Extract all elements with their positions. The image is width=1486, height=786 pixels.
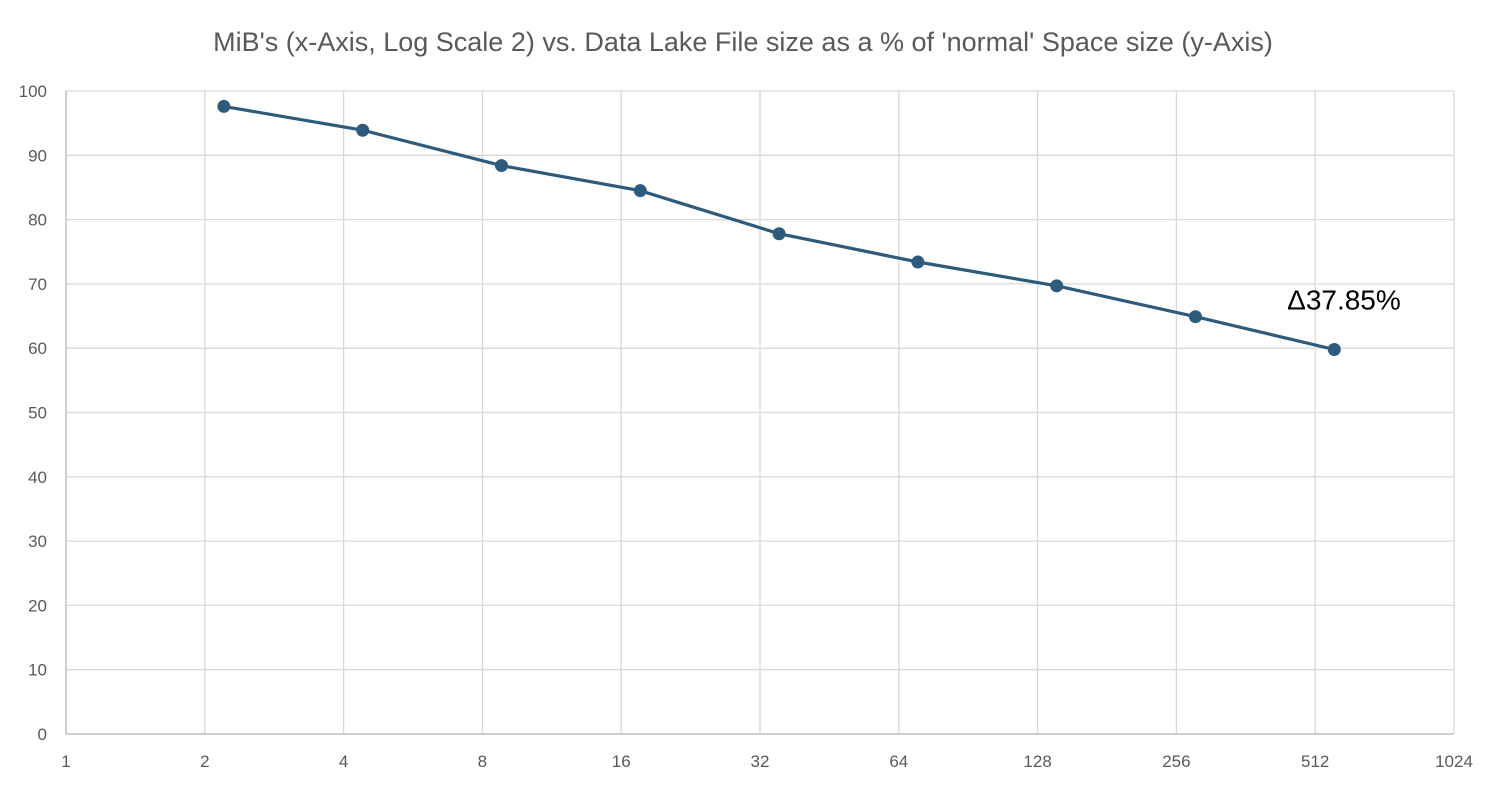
series-group [217, 99, 1341, 356]
x-tick-label: 8 [478, 752, 487, 771]
axes [65, 91, 1454, 735]
x-tick-label: 256 [1162, 752, 1190, 771]
x-tick-label: 1024 [1435, 752, 1473, 771]
y-tick-label: 70 [28, 275, 47, 294]
delta-annotation: Δ37.85% [1287, 285, 1401, 316]
x-tick-label: 512 [1301, 752, 1329, 771]
data-point [633, 184, 647, 198]
x-tick-label: 16 [612, 752, 631, 771]
x-tick-label: 1 [61, 752, 70, 771]
data-point [911, 255, 925, 269]
y-tick-label: 80 [28, 211, 47, 230]
x-tick-label: 4 [339, 752, 348, 771]
y-tick-label: 50 [28, 404, 47, 423]
annotations: Δ37.85% [1287, 285, 1401, 316]
y-tick-label: 90 [28, 146, 47, 165]
x-axis-tick-labels: 1 2 4 8 16 32 64 128 256 512 1024 [61, 752, 1473, 771]
data-point [356, 123, 370, 137]
y-tick-label: 30 [28, 532, 47, 551]
data-point [1327, 342, 1341, 356]
data-point [772, 227, 786, 241]
x-tick-label: 128 [1023, 752, 1051, 771]
y-tick-label: 40 [28, 468, 47, 487]
y-tick-label: 60 [28, 339, 47, 358]
y-tick-label: 10 [28, 661, 47, 680]
x-tick-label: 32 [751, 752, 770, 771]
data-point [1188, 310, 1202, 324]
data-point [217, 99, 231, 113]
data-point [494, 159, 508, 173]
gridlines [66, 90, 1455, 734]
y-tick-label: 20 [28, 596, 47, 615]
chart-title: MiB's (x-Axis, Log Scale 2) vs. Data Lak… [213, 27, 1273, 57]
y-axis-tick-labels: 0 10 20 30 40 50 60 70 80 90 100 [19, 82, 47, 744]
data-point [1050, 279, 1064, 293]
y-tick-label: 0 [38, 725, 47, 744]
y-tick-label: 100 [19, 82, 47, 101]
x-tick-label: 64 [889, 752, 908, 771]
x-tick-label: 2 [200, 752, 209, 771]
